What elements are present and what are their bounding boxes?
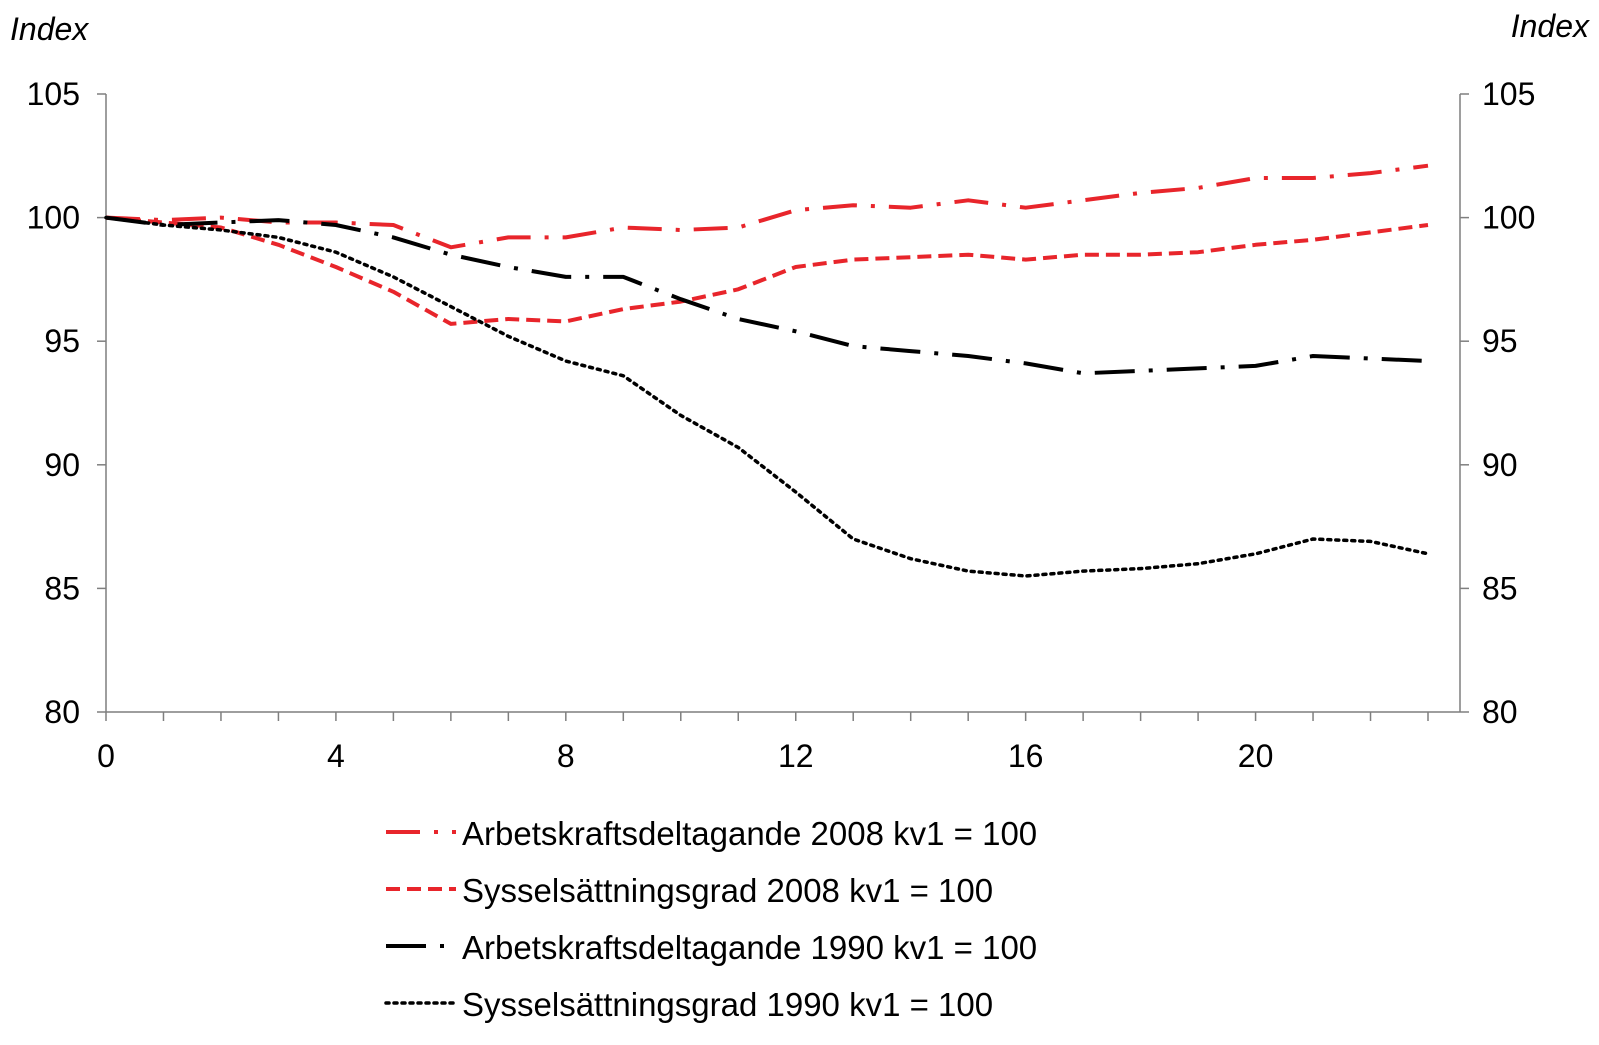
legend-label-2: Sysselsättningsgrad 2008 kv1 = 100 [462,872,993,909]
y-left-tick-label: 100 [27,200,80,236]
series-line-3 [105,215,1429,376]
y-left-axis-title: Index [10,11,89,47]
y-right-tick-label: 85 [1482,570,1518,606]
legend: Arbetskraftsdeltagande 2008 kv1 = 100 Sys… [384,815,1037,1023]
x-tick-label: 12 [778,738,814,774]
x-tick-label: 0 [97,738,115,774]
series-layer [104,163,1430,578]
x-tick-label: 20 [1238,738,1274,774]
series-line-4 [104,215,1430,578]
legend-label-1: Arbetskraftsdeltagande 2008 kv1 = 100 [462,815,1037,852]
legend-label-3: Arbetskraftsdeltagande 1990 kv1 = 100 [462,929,1037,966]
axes: 80 80 85 85 90 90 95 95 100 100 105 105 0 4 8 12 16 20 [27,76,1536,774]
y-left-tick-label: 105 [27,76,80,112]
y-right-tick-label: 100 [1482,200,1535,236]
legend-label-4: Sysselsättningsgrad 1990 kv1 = 100 [462,986,993,1023]
series-line-2 [105,215,1429,326]
y-right-tick-label: 95 [1482,323,1518,359]
y-left-tick-label: 80 [44,694,80,730]
x-tick-label: 8 [557,738,575,774]
y-right-tick-label: 90 [1482,447,1518,483]
y-left-tick-label: 90 [44,447,80,483]
y-right-tick-label: 105 [1482,76,1535,112]
y-right-tick-label: 80 [1482,694,1518,730]
x-tick-label: 4 [327,738,345,774]
y-left-tick-label: 85 [44,570,80,606]
y-right-axis-title: Index [1511,8,1590,44]
y-left-tick-label: 95 [44,323,80,359]
x-tick-label: 16 [1008,738,1044,774]
series-line-1 [105,163,1429,250]
